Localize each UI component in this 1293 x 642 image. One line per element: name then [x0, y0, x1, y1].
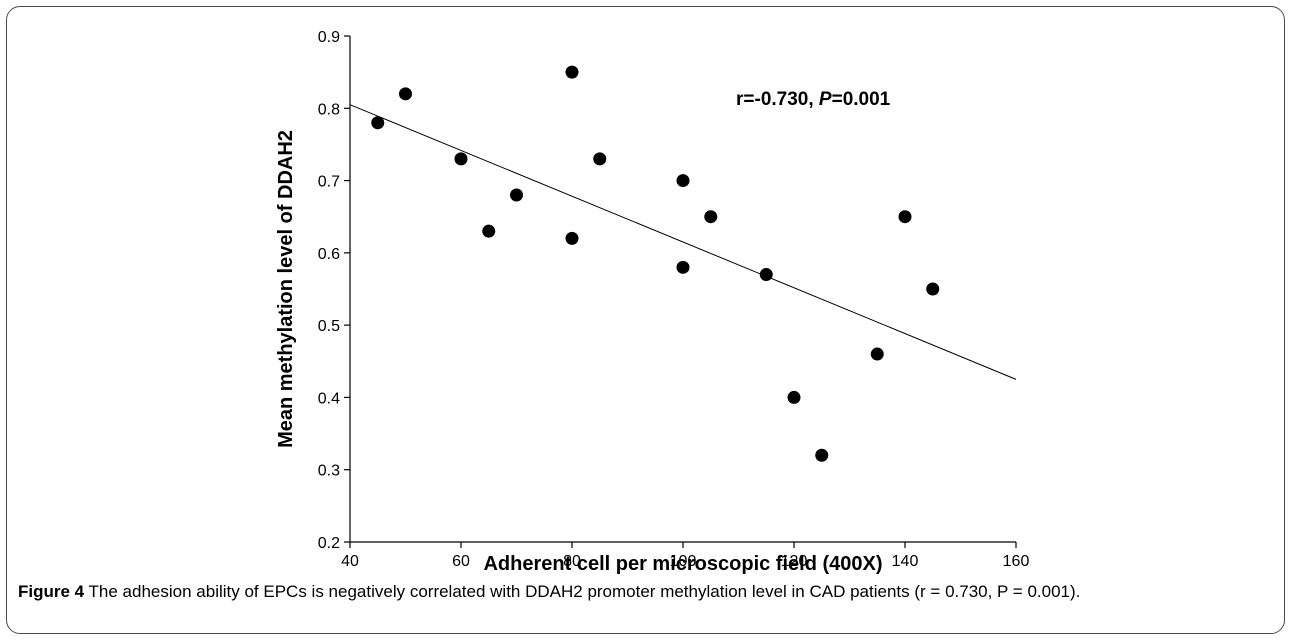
tick-labels: 40 60 80 100 120 140 160 0.2 0.3 0.4 0.5 0.6 0.7 0.8 0… [318, 29, 1030, 570]
annotation-suffix: =0.001 [832, 89, 891, 110]
annotation-prefix: r=-0.730, [736, 89, 819, 110]
data-point [565, 231, 579, 245]
data-point [676, 260, 690, 274]
figure-caption: Figure 4 The adhesion ability of EPCs is… [18, 581, 1258, 603]
data-point [482, 224, 496, 238]
caption-text: The adhesion ability of EPCs is negative… [84, 582, 1081, 601]
data-point [759, 268, 773, 282]
y-tick-label: 0.2 [318, 535, 340, 552]
correlation-annotation: r=-0.730, P=0.001 [736, 89, 891, 110]
data-point [510, 188, 523, 202]
data-point [898, 210, 912, 224]
axes [349, 36, 1016, 543]
data-point [593, 152, 607, 166]
annotation-p-italic: P [819, 89, 832, 110]
x-tick-label: 80 [563, 553, 581, 570]
data-point [787, 390, 801, 404]
data-point [399, 87, 412, 101]
data-point [565, 65, 579, 79]
y-tick-label: 0.6 [318, 246, 340, 263]
data-point [371, 116, 385, 130]
data-point [454, 152, 468, 166]
x-tick-label: 60 [452, 553, 470, 570]
data-point [704, 210, 718, 224]
x-tick-label: 100 [670, 553, 697, 570]
x-tick-label: 140 [892, 553, 919, 570]
caption-label: Figure 4 [18, 582, 85, 601]
x-axis-title: Adherent cell per microscopic field (400… [483, 553, 882, 575]
tick-marks [344, 35, 1017, 548]
data-point [926, 282, 940, 296]
y-tick-label: 0.3 [318, 463, 340, 480]
data-point [676, 174, 690, 188]
x-tick-label: 120 [781, 553, 808, 570]
figure-frame [6, 6, 1285, 634]
y-axis-title: Mean methylation level of DDAH2 [275, 130, 297, 448]
trend-line [349, 104, 1017, 380]
data-point [870, 347, 884, 361]
y-tick-label: 0.9 [318, 29, 340, 46]
y-tick-label: 0.7 [318, 174, 340, 191]
trend-line-group [349, 104, 1017, 380]
data-points [371, 65, 940, 462]
y-tick-label: 0.8 [318, 101, 340, 118]
y-tick-label: 0.5 [318, 318, 340, 335]
x-tick-label: 40 [341, 553, 359, 570]
x-tick-label: 160 [1003, 553, 1030, 570]
data-point [815, 448, 829, 462]
y-tick-label: 0.4 [318, 390, 340, 407]
